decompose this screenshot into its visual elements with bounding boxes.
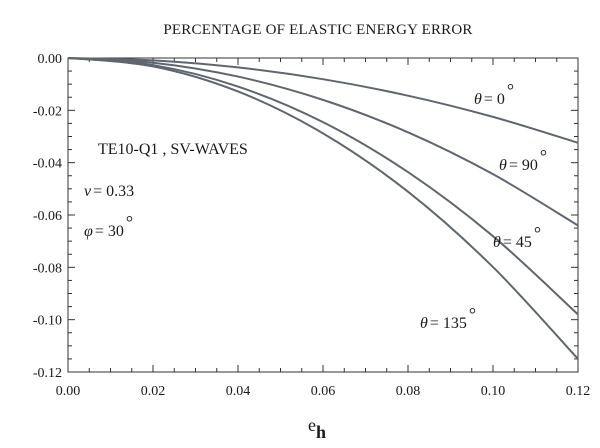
x-tick-labels: 0.00 0.02 0.04 0.06 0.08 0.10 0.12: [56, 384, 591, 399]
theta-0-degree: °: [507, 80, 514, 100]
series-line-1: [67, 57, 579, 227]
series-line-2: [67, 57, 579, 316]
y-tick-label: -0.06: [33, 209, 62, 224]
y-tick-label: -0.08: [33, 261, 62, 276]
x-axis-label: eh: [308, 415, 326, 442]
theta-0-value: = 0: [484, 91, 505, 108]
annotation-poisson-ratio: ν = 0.33: [84, 183, 134, 200]
phi-value: = 30: [95, 223, 124, 240]
x-tick-label: 0.12: [566, 384, 591, 399]
annotation-phi-angle: φ = 30 °: [84, 212, 133, 240]
nu-value: = 0.33: [93, 183, 134, 200]
x-axis-label-subscript: h: [316, 422, 326, 442]
series-line-3: [67, 57, 579, 360]
x-tick-label: 0.10: [481, 384, 506, 399]
x-tick-label: 0.08: [396, 384, 421, 399]
y-tick-labels: 0.00 -0.02 -0.04 -0.06 -0.08 -0.10 -0.12: [33, 52, 62, 381]
theta-90-degree: °: [540, 146, 547, 166]
theta-135-value: = 135: [430, 315, 467, 332]
series-curves: [67, 57, 579, 360]
x-tick-label: 0.00: [56, 384, 81, 399]
x-tick-label: 0.06: [311, 384, 336, 399]
theta-135-degree: °: [469, 304, 476, 324]
phi-symbol: φ: [84, 223, 93, 240]
series-label-theta-90: θ = 90 °: [499, 146, 547, 174]
chart-title: PERCENTAGE OF ELASTIC ENERGY ERROR: [163, 22, 472, 38]
theta-90-value: = 90: [509, 157, 538, 174]
series-label-theta-45: θ = 45 °: [493, 223, 541, 251]
series-label-theta-135: θ = 135 °: [420, 304, 476, 332]
y-tick-label: 0.00: [38, 52, 63, 67]
annotation-element-wave: TE10-Q1 , SV-WAVES: [98, 141, 248, 158]
theta-90-symbol: θ: [499, 157, 507, 174]
series-label-theta-0: θ = 0 °: [474, 80, 514, 108]
series-line-0: [67, 57, 579, 144]
phi-degree: °: [126, 212, 133, 232]
y-tick-label: -0.12: [33, 366, 62, 381]
x-tick-label: 0.02: [141, 384, 166, 399]
theta-135-symbol: θ: [420, 315, 428, 332]
y-tick-label: -0.02: [33, 104, 62, 119]
theta-0-symbol: θ: [474, 91, 482, 108]
theta-45-degree: °: [534, 223, 541, 243]
x-tick-label: 0.04: [226, 384, 251, 399]
theta-45-symbol: θ: [493, 234, 501, 251]
nu-symbol: ν: [84, 183, 92, 200]
axis-ticks: [67, 57, 579, 373]
y-tick-label: -0.04: [33, 157, 62, 172]
y-tick-label: -0.10: [33, 314, 62, 329]
x-axis-label-base: e: [308, 415, 316, 435]
theta-45-value: = 45: [503, 234, 532, 251]
